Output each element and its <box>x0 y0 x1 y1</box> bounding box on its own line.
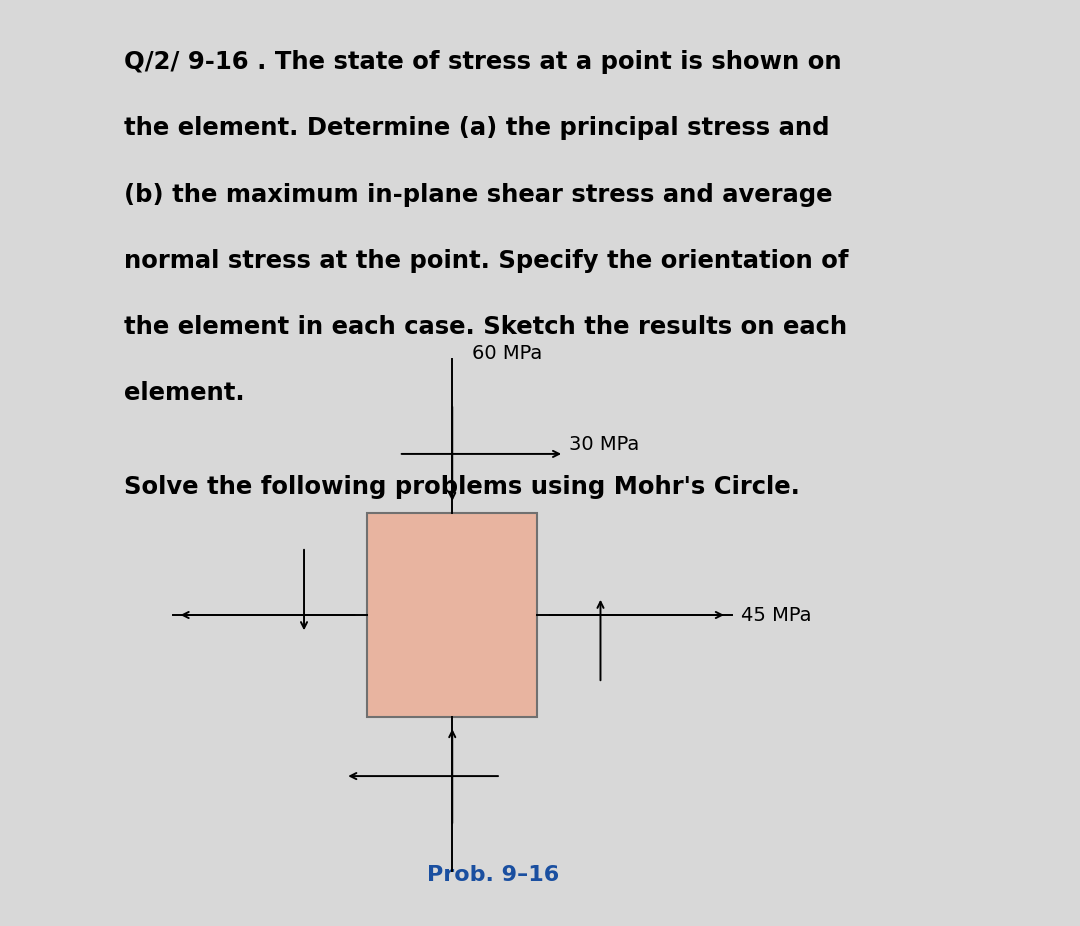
Text: the element. Determine (a) the principal stress and: the element. Determine (a) the principal… <box>124 117 829 141</box>
Text: normal stress at the point. Specify the orientation of: normal stress at the point. Specify the … <box>124 249 849 273</box>
Text: Solve the following problems using Mohr's Circle.: Solve the following problems using Mohr'… <box>124 475 800 499</box>
Text: Prob. 9–16: Prob. 9–16 <box>428 865 559 885</box>
Text: element.: element. <box>124 382 245 406</box>
Text: 45 MPa: 45 MPa <box>741 606 812 624</box>
Text: Q/2/ 9-16 . The state of stress at a point is shown on: Q/2/ 9-16 . The state of stress at a poi… <box>124 50 841 74</box>
Text: (b) the maximum in-plane shear stress and average: (b) the maximum in-plane shear stress an… <box>124 182 833 206</box>
Text: 30 MPa: 30 MPa <box>569 435 639 455</box>
Bar <box>367 513 538 717</box>
Text: 60 MPa: 60 MPa <box>472 344 542 363</box>
Text: the element in each case. Sketch the results on each: the element in each case. Sketch the res… <box>124 315 848 339</box>
